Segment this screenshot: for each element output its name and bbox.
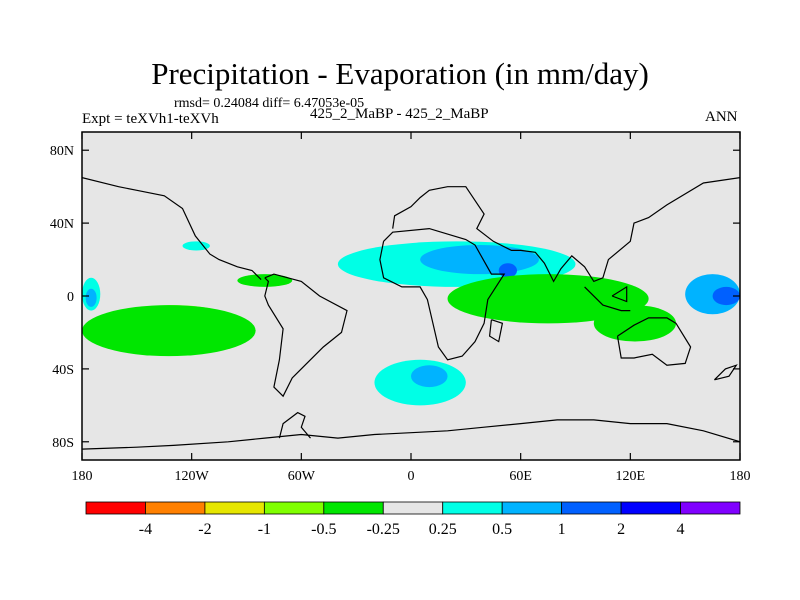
colorbar-label: -2 [198, 521, 211, 538]
anomaly-west-pacific-blue [85, 288, 97, 307]
x-tick-label: 60E [509, 469, 532, 484]
stats-label: rmsd= 0.24084 diff= 6.47053e-05 [174, 96, 365, 111]
x-tick-label: 180 [730, 469, 751, 484]
coastline-0 [82, 419, 740, 450]
anomaly-east-pacific-deep-blue [712, 286, 740, 306]
colorbar-box [501, 501, 563, 515]
x-tick-label: 180 [72, 469, 93, 484]
x-axis: 180 120W 60W 0 60E 120E 180 [72, 132, 751, 484]
y-tick-label: 40N [50, 217, 74, 232]
anomaly-north-pacific-green [237, 274, 293, 287]
coastline-7 [488, 319, 504, 343]
colorbar-label: 0.25 [429, 521, 457, 538]
y-tick-label: 0 [67, 290, 74, 305]
colorbar-box [85, 501, 146, 515]
coastline-layer [82, 177, 740, 450]
colorbar-box [323, 501, 384, 515]
coastline-8 [584, 286, 631, 312]
colorbar-box [382, 501, 444, 515]
x-tick-label: 120E [616, 469, 646, 484]
x-tick-label: 60W [288, 469, 316, 484]
anomaly-north-pacific-cyan-patch [182, 241, 210, 251]
coastline-10 [713, 364, 738, 381]
colorbar-label: -0.25 [367, 521, 400, 538]
experiment-label: Expt = teXVh1-teXVh [82, 111, 219, 127]
anomaly-australia-green [593, 305, 677, 342]
colorbar-label: 0.5 [492, 521, 512, 538]
y-axis: 80N 40N 0 40S 80S [50, 144, 740, 451]
chart-title: Precipitation - Evaporation (in mm/day) [151, 56, 649, 91]
anomaly-south-pacific-green-band [82, 305, 256, 357]
colorbar-box [204, 501, 265, 515]
colorbar-box [263, 501, 325, 515]
colorbar-label: -1 [258, 521, 271, 538]
coastline-2 [379, 227, 506, 361]
coastline-9 [611, 285, 628, 303]
coastline-5 [616, 317, 692, 366]
colorbar-box [145, 501, 206, 515]
colorbar-label: 4 [677, 521, 685, 538]
anomaly-layer [82, 241, 740, 406]
anomaly-indian-ocean-green-edge [447, 274, 649, 324]
colorbar-box [442, 501, 503, 515]
coastline-3 [264, 273, 348, 398]
coastline-4 [392, 177, 740, 283]
coastline-6 [82, 177, 262, 281]
colorbar-label: 2 [617, 521, 625, 538]
coastline-1 [278, 411, 311, 439]
colorbar-label: -4 [139, 521, 152, 538]
case-label: 425_2_MaBP - 425_2_MaBP [310, 106, 489, 122]
season-label: ANN [705, 109, 738, 125]
colorbar-box [561, 501, 622, 515]
colorbar-box [620, 501, 681, 515]
x-tick-label: 0 [408, 469, 415, 484]
anomaly-north-indian-blue [420, 244, 539, 275]
x-tick-label: 120W [175, 469, 210, 484]
colorbar-label: -0.5 [311, 521, 336, 538]
y-tick-label: 40S [52, 363, 74, 378]
y-tick-label: 80S [52, 436, 74, 451]
colorbar-box [680, 501, 741, 515]
y-tick-label: 80N [50, 144, 74, 159]
anomaly-south-atlantic-blue [411, 365, 448, 388]
colorbar-label: 1 [558, 521, 566, 538]
colorbar: -4 -2 -1 -0.5 -0.25 0.25 0.5 1 2 4 [85, 501, 741, 538]
